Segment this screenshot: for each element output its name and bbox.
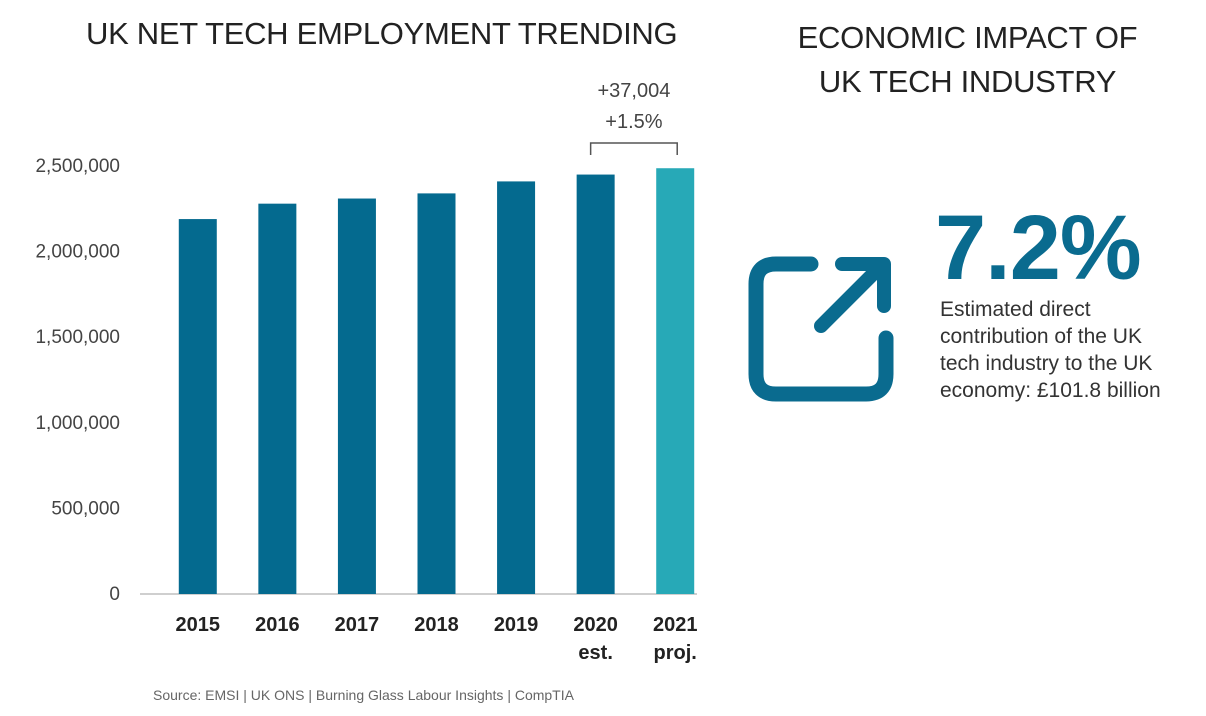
- y-axis: 0 500,000 1,000,000 1,500,000 2,000,000 2,500…: [35, 156, 120, 605]
- y-tick-label: 2,500,000: [35, 156, 120, 177]
- x-tick-label: 2021: [653, 614, 698, 636]
- chart-title: UK NET TECH EMPLOYMENT TRENDING: [86, 16, 678, 51]
- bar-2020: [576, 174, 615, 594]
- x-tick-label: 2016: [255, 614, 300, 636]
- bar-2018: [417, 193, 456, 594]
- y-tick-label: 1,000,000: [35, 413, 120, 434]
- x-tick-label: 2018: [414, 614, 459, 636]
- x-tick-label: 2015: [176, 614, 221, 636]
- x-tick-sublabel: proj.: [654, 642, 697, 664]
- growth-annotation: +37,004 +1.5%: [589, 80, 678, 155]
- annotation-percent-change: +1.5%: [605, 111, 662, 133]
- x-axis: 2015 2016 2017 2018 2019 2020 est. 2021 proj.: [176, 614, 698, 664]
- external-link-icon: [748, 252, 898, 407]
- y-tick-label: 500,000: [51, 498, 120, 519]
- y-tick-label: 2,000,000: [35, 242, 120, 263]
- bar-2015: [178, 219, 217, 594]
- bar-2016: [258, 203, 297, 594]
- y-tick-label: 1,500,000: [35, 327, 120, 348]
- x-tick-label: 2020: [573, 614, 618, 636]
- bars: [178, 168, 695, 595]
- x-tick-sublabel: est.: [578, 642, 612, 664]
- impact-description: Estimated direct contribution of the UK …: [940, 298, 1161, 402]
- source-note: Source: EMSI | UK ONS | Burning Glass La…: [153, 687, 574, 703]
- annotation-bracket: [589, 142, 678, 155]
- bar-2017: [337, 198, 376, 594]
- impact-title: ECONOMIC IMPACT OF UK TECH INDUSTRY: [755, 16, 1180, 104]
- x-tick-label: 2017: [335, 614, 380, 636]
- employment-bar-chart: 0 500,000 1,000,000 1,500,000 2,000,000 2,500…: [35, 80, 698, 664]
- y-tick-label: 0: [109, 584, 120, 605]
- impact-percentage: 7.2%: [935, 197, 1142, 299]
- bar-2019: [497, 181, 536, 594]
- impact-title-line2: UK TECH INDUSTRY: [818, 64, 1117, 99]
- bar-2021: [656, 168, 695, 595]
- impact-title-line1: ECONOMIC IMPACT OF: [797, 20, 1138, 55]
- annotation-absolute-change: +37,004: [597, 80, 670, 102]
- x-tick-label: 2019: [494, 614, 539, 636]
